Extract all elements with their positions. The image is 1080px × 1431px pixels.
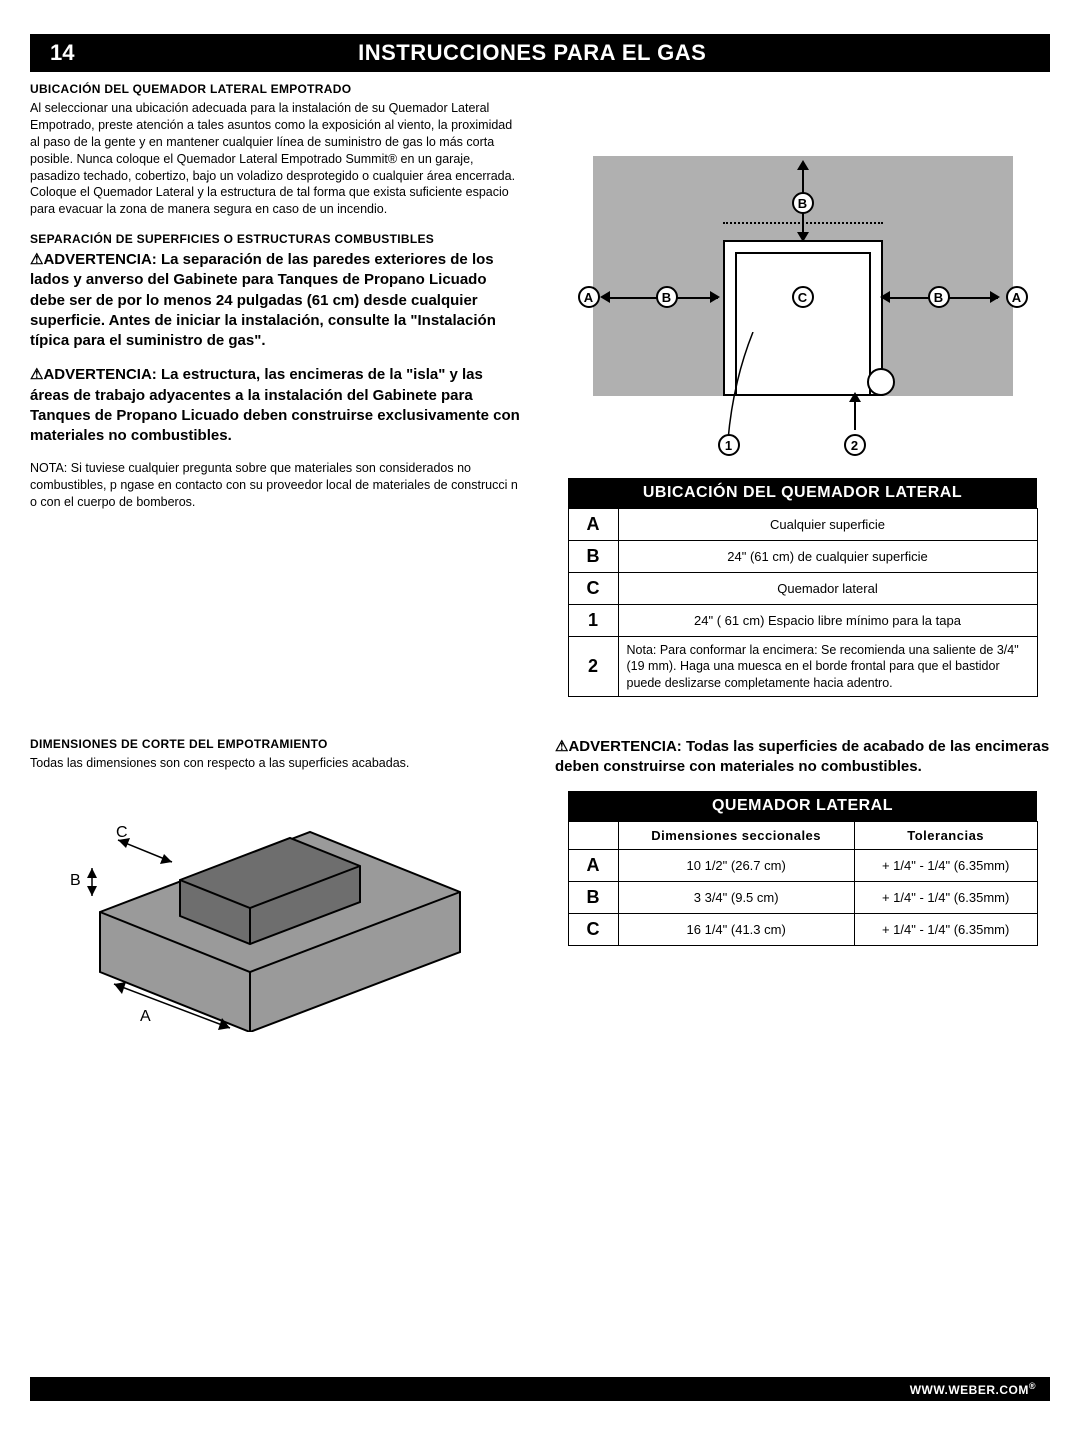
warning-2: ⚠ADVERTENCIA: La estructura, las encimer… (30, 365, 525, 446)
table-row: 2Nota: Para conformar la encimera: Se re… (568, 637, 1037, 697)
label-2: 2 (844, 434, 866, 456)
table2-col1: Dimensiones seccionales (618, 822, 854, 850)
label-1: 1 (718, 434, 740, 456)
label-C: C (792, 286, 814, 308)
right-column: B A B C B A 1 2 UBICACIÓN DEL QUEMADOR L… (555, 82, 1050, 697)
table2-col2: Tolerancias (854, 822, 1037, 850)
location-table: UBICACIÓN DEL QUEMADOR LATERAL ACualquie… (568, 478, 1038, 697)
left-column: UBICACIÓN DEL QUEMADOR LATERAL EMPOTRADO… (30, 82, 525, 697)
table-row: B3 3/4" (9.5 cm)+ 1/4" - 1/4" (6.35mm) (568, 882, 1037, 914)
warning-1: ⚠ADVERTENCIA: La separación de las pared… (30, 250, 525, 351)
warning-icon: ⚠ (30, 366, 43, 383)
table2-title: QUEMADOR LATERAL (568, 791, 1037, 822)
warning-3: ⚠ADVERTENCIA: Todas las superficies de a… (555, 737, 1050, 778)
footer-url: WWW.WEBER.COM (910, 1383, 1029, 1397)
location-diagram: B A B C B A 1 2 (568, 82, 1038, 412)
lower-content: DIMENSIONES DE CORTE DEL EMPOTRAMIENTO T… (0, 697, 1080, 1032)
table-row: 124" ( 61 cm) Espacio libre mínimo para … (568, 605, 1037, 637)
dimensions-table: QUEMADOR LATERAL Dimensiones seccionales… (568, 791, 1038, 946)
warning-icon: ⚠ (555, 738, 568, 755)
page-title: INSTRUCCIONES PARA EL GAS (14, 40, 1050, 66)
table-row: ACualquier superficie (568, 509, 1037, 541)
warning-icon: ⚠ (30, 251, 43, 268)
lower-left: DIMENSIONES DE CORTE DEL EMPOTRAMIENTO T… (30, 737, 525, 1032)
note-text: NOTA: Si tuviese cualquier pregunta sobr… (30, 460, 525, 511)
header-bar: 14 INSTRUCCIONES PARA EL GAS (30, 34, 1050, 72)
heading-separacion: SEPARACIÓN DE SUPERFICIES O ESTRUCTURAS … (30, 232, 525, 246)
table-row: A10 1/2" (26.7 cm)+ 1/4" - 1/4" (6.35mm) (568, 850, 1037, 882)
label-A-left: A (578, 286, 600, 308)
lower-right: ⚠ADVERTENCIA: Todas las superficies de a… (555, 737, 1050, 1032)
heading-ubicacion: UBICACIÓN DEL QUEMADOR LATERAL EMPOTRADO (30, 82, 525, 96)
table1-title: UBICACIÓN DEL QUEMADOR LATERAL (568, 478, 1037, 509)
upper-content: UBICACIÓN DEL QUEMADOR LATERAL EMPOTRADO… (0, 72, 1080, 697)
warning-1-text: ADVERTENCIA: La separación de las parede… (30, 251, 496, 349)
warning-2-text: ADVERTENCIA: La estructura, las encimera… (30, 366, 520, 444)
label-B-top: B (792, 192, 814, 214)
cutout-label-B: B (70, 872, 81, 890)
paragraph-dimensiones: Todas las dimensiones son con respecto a… (30, 755, 525, 772)
cutout-label-C: C (116, 824, 128, 842)
footer-bar: WWW.WEBER.COM® (30, 1377, 1050, 1401)
cutout-label-A: A (140, 1008, 151, 1026)
cutout-diagram: C B A (30, 772, 470, 1032)
warning-3-text: ADVERTENCIA: Todas las superficies de ac… (555, 738, 1049, 775)
table-row: CQuemador lateral (568, 573, 1037, 605)
table-row: B24" (61 cm) de cualquier superficie (568, 541, 1037, 573)
callout-1-line (718, 332, 758, 442)
label-A-right: A (1006, 286, 1028, 308)
paragraph-ubicacion: Al seleccionar una ubicación adecuada pa… (30, 100, 525, 218)
label-B-right: B (928, 286, 950, 308)
registered-icon: ® (1029, 1381, 1036, 1391)
table-row: C16 1/4" (41.3 cm)+ 1/4" - 1/4" (6.35mm) (568, 914, 1037, 946)
heading-dimensiones: DIMENSIONES DE CORTE DEL EMPOTRAMIENTO (30, 737, 525, 751)
label-B-left: B (656, 286, 678, 308)
